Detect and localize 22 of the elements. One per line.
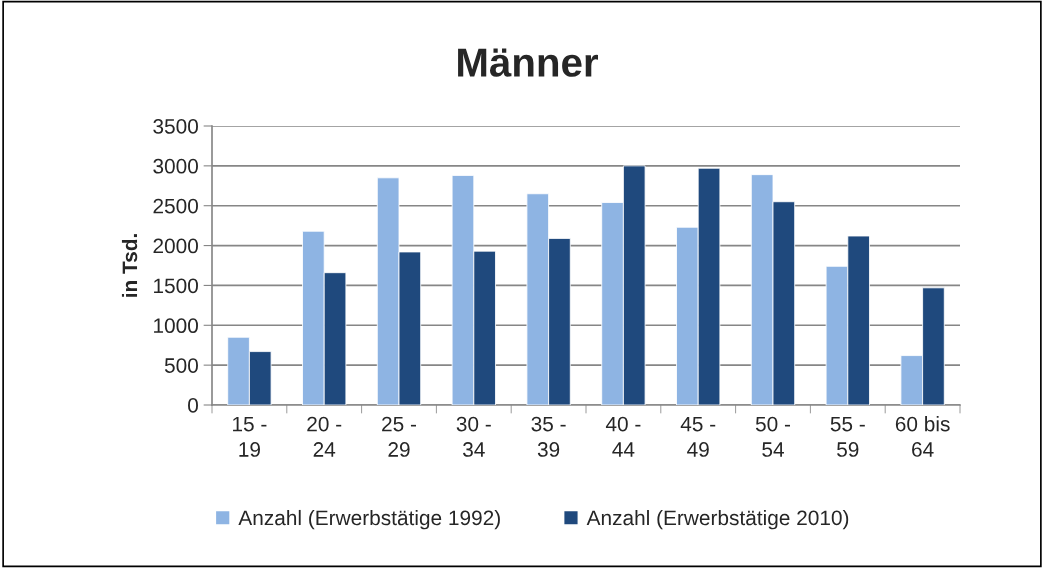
x-tick-label: 35 - 39 [531, 416, 566, 457]
x-tick-label: 45 - 49 [680, 416, 716, 457]
legend-label: Anzahl (Erwerbstätige 2010) [586, 509, 849, 530]
x-tick-label: 55 - 59 [830, 416, 865, 457]
legend-label: Anzahl (Erwerbstätige 1992) [238, 509, 500, 530]
y-tick-label: 2500 [153, 198, 198, 214]
chart-title: Männer [458, 48, 599, 77]
y-tick-label: 1500 [154, 278, 198, 294]
y-axis-title: in Tsd. [121, 234, 138, 297]
y-tick-label: 1000 [154, 318, 198, 334]
x-tick-label: 40 - 44 [605, 416, 641, 457]
x-tick-label: 60 bis 64 [895, 416, 950, 457]
x-tick-label: 25 - 29 [382, 416, 417, 457]
y-tick-label: 3000 [153, 158, 198, 174]
y-tick-label: 0 [188, 398, 198, 413]
x-tick-label: 50 - 54 [755, 416, 791, 457]
y-tick-label: 500 [164, 358, 198, 373]
y-tick-label: 3500 [153, 119, 198, 134]
x-tick-label: 30 - 34 [456, 416, 491, 457]
x-tick-label: 20 - 24 [307, 416, 342, 457]
y-tick-label: 2000 [153, 238, 198, 254]
x-tick-label: 15 - 19 [233, 416, 267, 457]
